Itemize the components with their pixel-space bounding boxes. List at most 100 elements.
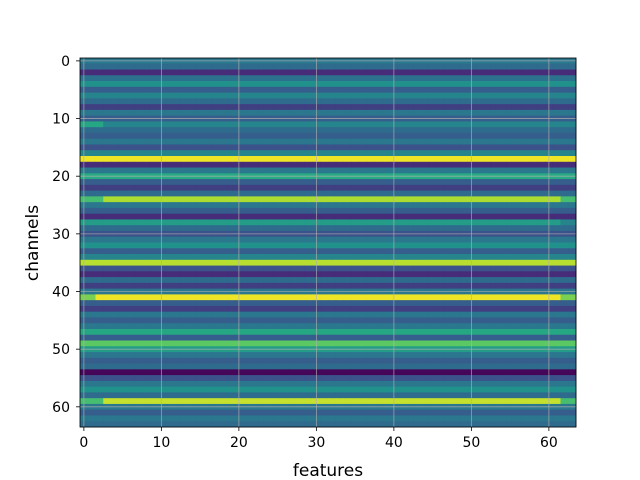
heatmap-cell [436,236,445,243]
heatmap-cell [142,380,151,388]
heatmap-cell [428,202,437,209]
heatmap-cell [188,311,197,318]
heatmap-cell [149,167,158,174]
heatmap-cell [180,202,189,209]
heatmap-cell [359,196,368,203]
heatmap-cell [273,375,282,382]
heatmap-cell [304,300,313,307]
heatmap-cell [219,242,228,249]
heatmap-cell [273,225,282,232]
heatmap-cell [118,144,127,151]
heatmap-cell [165,81,174,88]
heatmap-cell [343,259,352,266]
heatmap-cell [304,213,313,220]
heatmap-cell [87,380,96,388]
heatmap-cell [568,277,577,284]
heatmap-cell [382,190,391,197]
heatmap-cell [227,363,236,370]
heatmap-cell [320,132,329,140]
heatmap-cell [87,132,96,140]
heatmap-cell [568,86,577,93]
heatmap-cell [103,369,112,376]
heatmap-cell [397,219,406,226]
heatmap-cell [289,138,298,145]
heatmap-cell [552,167,561,174]
heatmap-cell [397,69,406,76]
heatmap-cell [366,421,375,428]
heatmap-cell [118,225,127,232]
heatmap-cell [204,277,213,284]
heatmap-cell [196,334,205,341]
heatmap-cell [444,81,453,88]
heatmap-cell [304,167,313,174]
heatmap-cell [490,334,499,341]
heatmap-cell [343,340,352,347]
heatmap-cell [320,98,329,105]
heatmap-cell [250,271,259,278]
heatmap-cell [382,207,391,215]
heatmap-cell [351,340,360,347]
heatmap-cell [475,156,484,163]
heatmap-cell [196,75,205,82]
heatmap-cell [428,300,437,307]
heatmap-cell [250,184,259,192]
heatmap-cell [149,398,158,405]
heatmap-cell [242,305,251,313]
heatmap-cell [421,167,430,174]
heatmap-cell [142,375,151,382]
heatmap-cell [335,213,344,220]
heatmap-cell [273,104,282,111]
heatmap-cell [118,109,127,117]
heatmap-cell [374,323,383,330]
heatmap-cell [118,121,127,128]
heatmap-cell [428,254,437,261]
heatmap-cell [134,259,143,266]
heatmap-cell [359,352,368,359]
heatmap-cell [289,190,298,197]
heatmap-cell [490,202,499,209]
heatmap-cell [258,196,267,203]
heatmap-cell [289,328,298,336]
heatmap-cell [188,386,197,393]
heatmap-cell [297,334,306,341]
heatmap-cell [204,213,213,220]
heatmap-cell [405,375,414,382]
heatmap-cell [490,271,499,278]
heatmap-cell [273,392,282,399]
heatmap-cell [126,294,135,301]
heatmap-cell [374,156,383,163]
heatmap-cell [142,156,151,163]
heatmap-cell [219,334,228,341]
heatmap-cell [521,254,530,261]
heatmap-cell [428,219,437,226]
heatmap-cell [521,161,530,168]
heatmap-cell [211,380,220,388]
heatmap-cell [211,352,220,359]
heatmap-cell [444,236,453,243]
heatmap-cell [374,254,383,261]
heatmap-cell [537,196,546,203]
heatmap-cell [560,236,569,243]
heatmap-cell [281,207,290,215]
heatmap-cell [87,150,96,157]
heatmap-cell [134,225,143,232]
heatmap-cell [180,392,189,399]
heatmap-cell [173,265,182,272]
heatmap-cell [537,380,546,388]
heatmap-cell [498,132,507,140]
heatmap-cell [483,392,492,399]
heatmap-cell [281,127,290,134]
heatmap-cell [227,294,236,301]
heatmap-cell [196,132,205,140]
heatmap-cell [328,190,337,197]
heatmap-cell [413,225,422,232]
heatmap-cell [343,380,352,388]
heatmap-cell [180,167,189,174]
heatmap-cell [134,340,143,347]
heatmap-cell [413,179,422,186]
heatmap-cell [204,271,213,278]
heatmap-cell [521,207,530,215]
heatmap-cell [258,357,267,364]
heatmap-cell [475,392,484,399]
heatmap-cell [506,409,515,416]
